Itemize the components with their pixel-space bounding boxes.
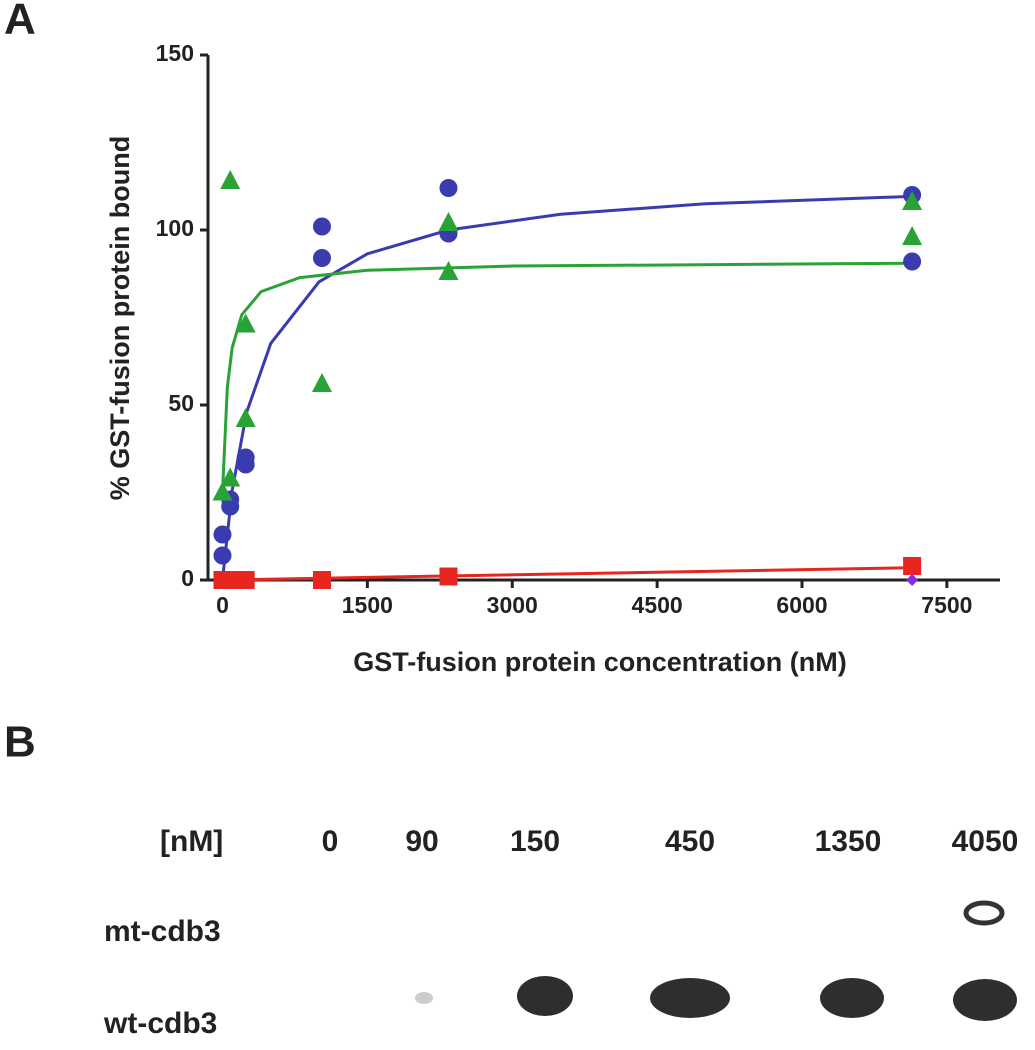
y-axis-title: % GST-fusion protein bound [105, 136, 135, 500]
data-point [235, 408, 256, 427]
data-point [312, 571, 331, 589]
data-point [220, 170, 241, 189]
x-tick-label: 0 [216, 592, 229, 618]
blot-panel: [nM] 0 90 150 450 1350 4050 mt-cdb3 wt-c… [103, 825, 1018, 1040]
row-label: wt-cdb3 [103, 1007, 217, 1040]
data-point [221, 497, 240, 516]
data-point [220, 467, 241, 487]
data-point [903, 557, 922, 575]
fit-curve [222, 566, 913, 582]
data-point [311, 373, 332, 392]
y-tick-label: 50 [168, 390, 194, 416]
data-point [439, 179, 458, 197]
panel-label: A [4, 0, 36, 44]
data-point [903, 252, 922, 271]
data-point [438, 261, 459, 280]
x-tick-label: 6000 [776, 592, 827, 618]
lane-label: 90 [405, 825, 438, 858]
lane-label: 150 [510, 825, 560, 858]
x-tick-label: 1500 [342, 592, 393, 618]
x-tick-label: 7500 [921, 592, 972, 618]
panel-label: B [4, 718, 36, 767]
y-tick-label: 100 [156, 215, 194, 241]
data-point [236, 571, 255, 589]
data-point [906, 574, 919, 586]
data-point [212, 481, 233, 501]
blot-header: [nM] [160, 825, 223, 858]
lane-label: 4050 [952, 825, 1019, 858]
lane-label: 450 [665, 825, 715, 858]
x-axis-title: GST-fusion protein concentration (nM) [353, 647, 846, 677]
row-label: mt-cdb3 [104, 915, 221, 948]
data-point [236, 455, 255, 474]
y-tick-label: 0 [181, 565, 194, 591]
fit-curve [220, 261, 913, 493]
data-point [902, 226, 923, 245]
data-point [312, 217, 331, 236]
data-point [902, 191, 923, 210]
data-point [312, 249, 331, 267]
blot-band [820, 978, 884, 1018]
data-point [439, 567, 458, 586]
blot-band [517, 976, 573, 1016]
data-point [213, 546, 232, 565]
data-point [213, 525, 232, 544]
data-point [221, 571, 240, 589]
x-tick-label: 4500 [632, 592, 683, 618]
data-point [235, 313, 256, 333]
blot-band [650, 978, 730, 1018]
lane-label: 0 [322, 825, 339, 858]
blot-band [963, 900, 1005, 926]
x-tick-label: 3000 [487, 592, 538, 618]
data-point [438, 212, 459, 231]
blot-band [415, 992, 433, 1004]
blot-band [953, 979, 1017, 1021]
y-tick-label: 150 [156, 40, 194, 66]
lane-label: 1350 [815, 825, 882, 858]
